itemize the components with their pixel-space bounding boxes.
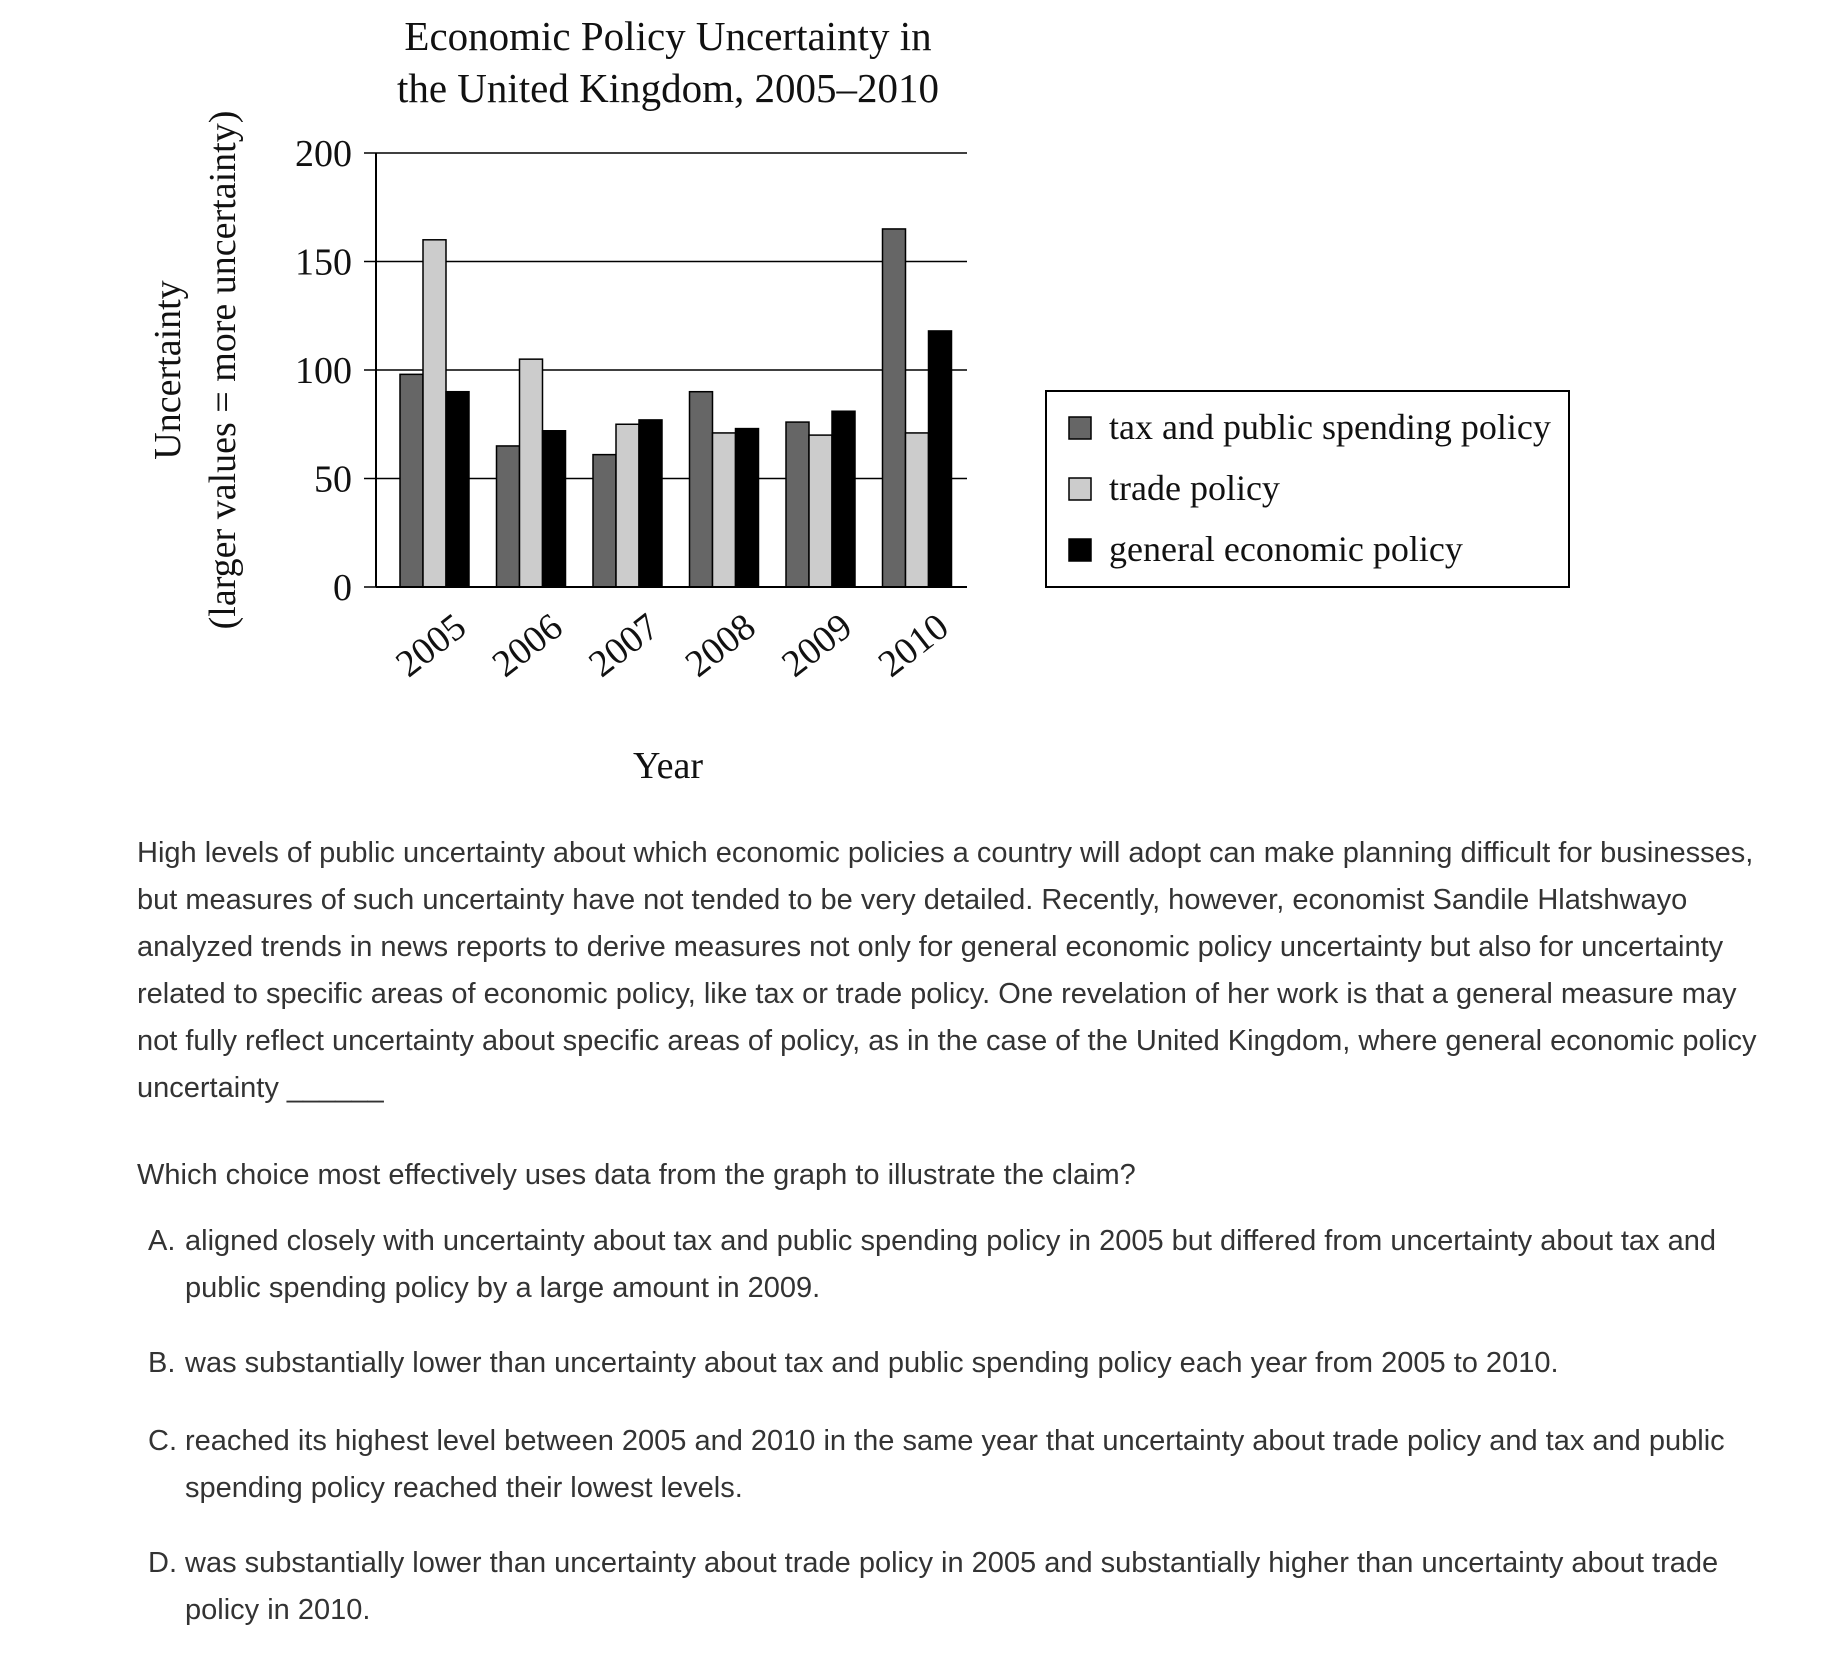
bar-general-2010 <box>927 330 953 588</box>
answer-choice-d[interactable]: D. was substantially lower than uncertai… <box>148 1540 1788 1634</box>
bar-tax-2010 <box>881 228 907 588</box>
choice-letter: D. <box>148 1547 177 1579</box>
y-axis-label-line1: Uncertainty <box>147 280 189 459</box>
y-tick-label: 200 <box>295 133 352 175</box>
x-tick-labels: 2005 2006 2007 2008 2009 2010 <box>388 606 956 686</box>
chart-title-line2: the United Kingdom, 2005–2010 <box>397 65 939 111</box>
bar-general-2005 <box>445 390 470 588</box>
bar-general-2009 <box>831 410 856 588</box>
bar-general-2007 <box>638 419 663 588</box>
bar-general-2008 <box>734 427 760 588</box>
bar-tax-2005 <box>399 373 424 588</box>
choice-text: was substantially lower than uncertainty… <box>185 1347 1559 1379</box>
legend-swatch <box>1068 416 1092 440</box>
answer-choice-a[interactable]: A. aligned closely with uncertainty abou… <box>148 1218 1788 1312</box>
legend-swatch <box>1068 538 1092 562</box>
legend-label: tax and public spending policy <box>1109 407 1551 447</box>
y-tick-label: 0 <box>333 567 352 609</box>
choice-letter: A. <box>148 1225 176 1257</box>
legend-box <box>1045 390 1570 588</box>
y-tick-label: 100 <box>295 350 352 392</box>
bars <box>399 228 953 588</box>
bar-tax-2008 <box>688 390 714 588</box>
choice-text: reached its highest level between 2005 a… <box>185 1425 1725 1504</box>
bar-trade-2007 <box>615 423 640 588</box>
y-tick-labels: 0 50 100 150 200 <box>295 133 352 609</box>
x-tick-label: 2006 <box>485 606 571 686</box>
bar-tax-2006 <box>495 445 521 588</box>
y-axis-label-line2: (larger values = more uncertainty) <box>202 111 244 630</box>
x-tick-label: 2008 <box>678 606 764 686</box>
legend-swatch <box>1068 477 1092 501</box>
x-tick-label: 2009 <box>774 606 860 686</box>
y-tick-label: 50 <box>314 459 352 501</box>
answer-choice-c[interactable]: C. reached its highest level between 200… <box>148 1418 1788 1512</box>
bar-trade-2009 <box>808 434 833 588</box>
bar-general-2006 <box>541 430 567 588</box>
x-tick-label: 2005 <box>388 606 474 686</box>
bar-tax-2009 <box>785 421 810 588</box>
bar-tax-2007 <box>592 453 617 588</box>
legend: tax and public spending policy trade poli… <box>1045 390 1570 588</box>
question-passage: High levels of public uncertainty about … <box>137 837 1757 1104</box>
choice-text: was substantially lower than uncertainty… <box>185 1547 1719 1626</box>
choice-letter: C. <box>148 1425 177 1457</box>
x-axis-label: Year <box>633 745 703 787</box>
bar-trade-2006 <box>518 358 544 588</box>
choice-letter: B. <box>148 1347 176 1379</box>
bar-chart: Economic Policy Uncertainty in the Unite… <box>147 13 1570 787</box>
y-tick-label: 150 <box>295 242 352 284</box>
bar-trade-2008 <box>711 432 737 588</box>
gridlines <box>364 152 967 588</box>
chart-title-line1: Economic Policy Uncertainty in <box>404 13 931 59</box>
choice-text: aligned closely with uncertainty about t… <box>185 1225 1716 1304</box>
answer-choice-b[interactable]: B. was substantially lower than uncertai… <box>148 1340 1788 1387</box>
bar-trade-2005 <box>422 239 447 588</box>
question-prompt: Which choice most effectively uses data … <box>137 1159 1136 1191</box>
x-tick-label: 2010 <box>871 606 957 686</box>
legend-label: general economic policy <box>1109 529 1463 569</box>
bar-trade-2010 <box>904 432 930 588</box>
x-tick-label: 2007 <box>581 606 667 686</box>
legend-label: trade policy <box>1109 468 1280 508</box>
